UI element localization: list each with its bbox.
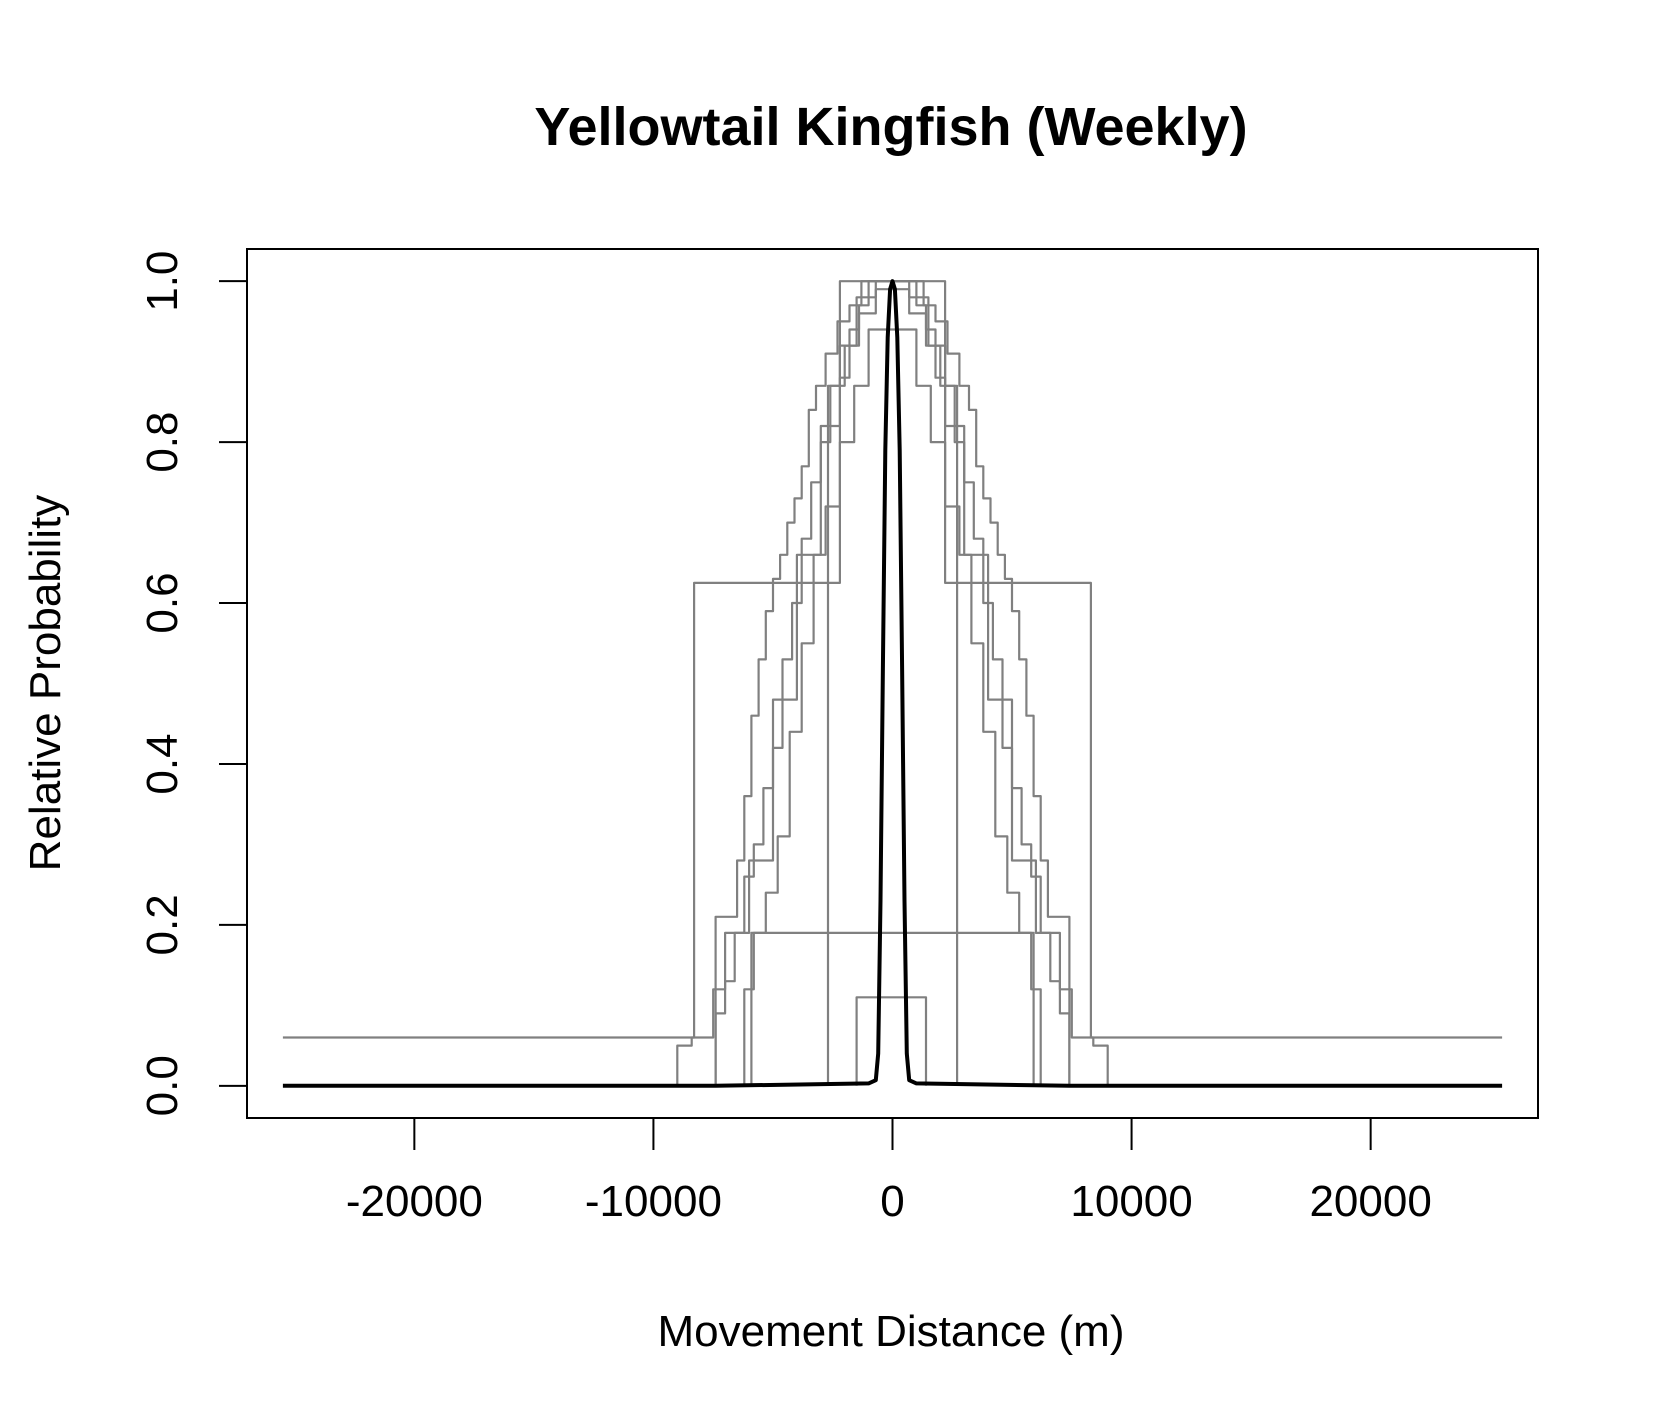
individual-series-line-2 bbox=[676, 280, 1109, 1086]
y-tick-label: 0.6 bbox=[138, 572, 187, 633]
x-tick-label: 20000 bbox=[1309, 1177, 1431, 1226]
mean-series-line bbox=[282, 279, 1503, 1088]
y-axis-label: Relative Probability bbox=[21, 495, 70, 872]
x-tick-label: 10000 bbox=[1070, 1177, 1192, 1226]
plot-frame bbox=[246, 248, 1539, 1119]
series-layer bbox=[282, 279, 1503, 1088]
individual-series-line-7 bbox=[750, 931, 1035, 1086]
y-tick-label: 0.4 bbox=[138, 733, 187, 794]
x-tick-label: -10000 bbox=[585, 1177, 722, 1226]
x-axis-label: Movement Distance (m) bbox=[657, 1307, 1124, 1356]
chart-title: Yellowtail Kingfish (Weekly) bbox=[534, 97, 1247, 157]
individual-series-line-3 bbox=[714, 280, 1071, 1086]
individual-series-line-5 bbox=[714, 280, 1071, 1086]
y-tick-label: 1.0 bbox=[138, 251, 187, 312]
x-tick-label: 0 bbox=[880, 1177, 904, 1226]
individual-series-line-6 bbox=[826, 288, 959, 1086]
individual-series-line-8 bbox=[855, 996, 928, 1086]
x-tick-label: -20000 bbox=[346, 1177, 483, 1226]
individual-series-line-4 bbox=[743, 328, 1042, 1086]
x-axis: -20000 -10000 0 10000 20000 bbox=[346, 1117, 1432, 1226]
individual-series-line-1 bbox=[282, 280, 1503, 1039]
y-tick-label: 0.2 bbox=[138, 894, 187, 955]
y-tick-label: 0.8 bbox=[138, 412, 187, 473]
y-tick-label: 0.0 bbox=[138, 1055, 187, 1116]
y-axis: 0.0 0.2 0.4 0.6 0.8 1.0 bbox=[138, 251, 248, 1116]
